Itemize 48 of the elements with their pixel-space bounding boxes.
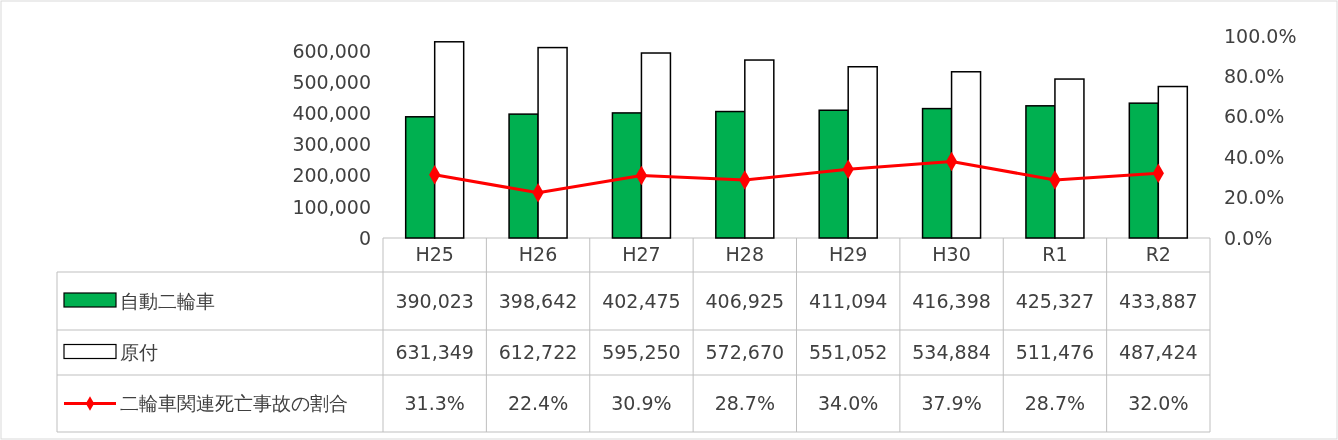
y-tick-label: 600,000 — [292, 40, 371, 63]
data-label: 28.7% — [1024, 392, 1086, 415]
x-tick-label: H25 — [415, 243, 454, 266]
x-tick-label: H27 — [622, 243, 661, 266]
data-label: 398,642 — [498, 289, 578, 312]
data-label: 572,670 — [705, 341, 785, 364]
data-label: 390,023 — [395, 289, 474, 312]
x-tick-label: H29 — [828, 243, 868, 266]
y-tick-label: 400,000 — [292, 102, 371, 125]
data-label: 433,887 — [1119, 289, 1198, 312]
data-label: 30.9% — [611, 392, 672, 415]
y2-tick-label: 20.0% — [1224, 186, 1285, 209]
x-tick-label: H30 — [932, 243, 971, 266]
y2-tick-label: 40.0% — [1224, 145, 1285, 168]
y-tick-label: 200,000 — [292, 164, 371, 187]
data-label: 595,250 — [602, 341, 681, 364]
y2-tick-label: 60.0% — [1224, 105, 1285, 128]
x-tick-label: H28 — [725, 243, 765, 266]
x-tick-label: R1 — [1042, 243, 1068, 266]
data-label: 425,327 — [1015, 289, 1095, 312]
data-label: 551,052 — [808, 341, 888, 364]
data-label: 406,925 — [705, 289, 785, 312]
data-label: 534,884 — [912, 341, 991, 364]
data-label: 511,476 — [1015, 341, 1095, 364]
y2-tick-label: 80.0% — [1224, 64, 1285, 87]
legend-label: 原付 — [120, 341, 158, 364]
data-label: 28.7% — [714, 392, 775, 415]
data-label: 631,349 — [395, 341, 474, 364]
y-tick-label: 0 — [358, 226, 371, 249]
data-label: 612,722 — [498, 341, 578, 364]
data-label: 31.3% — [404, 392, 465, 415]
data-label: 411,094 — [808, 289, 888, 312]
data-label: 487,424 — [1119, 341, 1198, 364]
y-tick-label: 100,000 — [292, 195, 371, 218]
y-tick-label: 300,000 — [292, 133, 371, 156]
x-tick-label: R2 — [1145, 243, 1171, 266]
x-tick-label: H26 — [518, 243, 558, 266]
data-label: 22.4% — [507, 392, 569, 415]
data-label: 402,475 — [602, 289, 681, 312]
data-label: 416,398 — [912, 289, 991, 312]
legend-label: 自動二輪車 — [120, 289, 215, 312]
data-label: 37.9% — [921, 392, 982, 415]
y2-tick-label: 0.0% — [1224, 226, 1273, 249]
data-label: 34.0% — [818, 392, 879, 415]
legend-label: 二輪車関連死亡事故の割合 — [120, 392, 348, 415]
y2-tick-label: 100.0% — [1224, 24, 1297, 47]
y-tick-label: 500,000 — [292, 71, 371, 94]
data-label: 32.0% — [1128, 392, 1189, 415]
